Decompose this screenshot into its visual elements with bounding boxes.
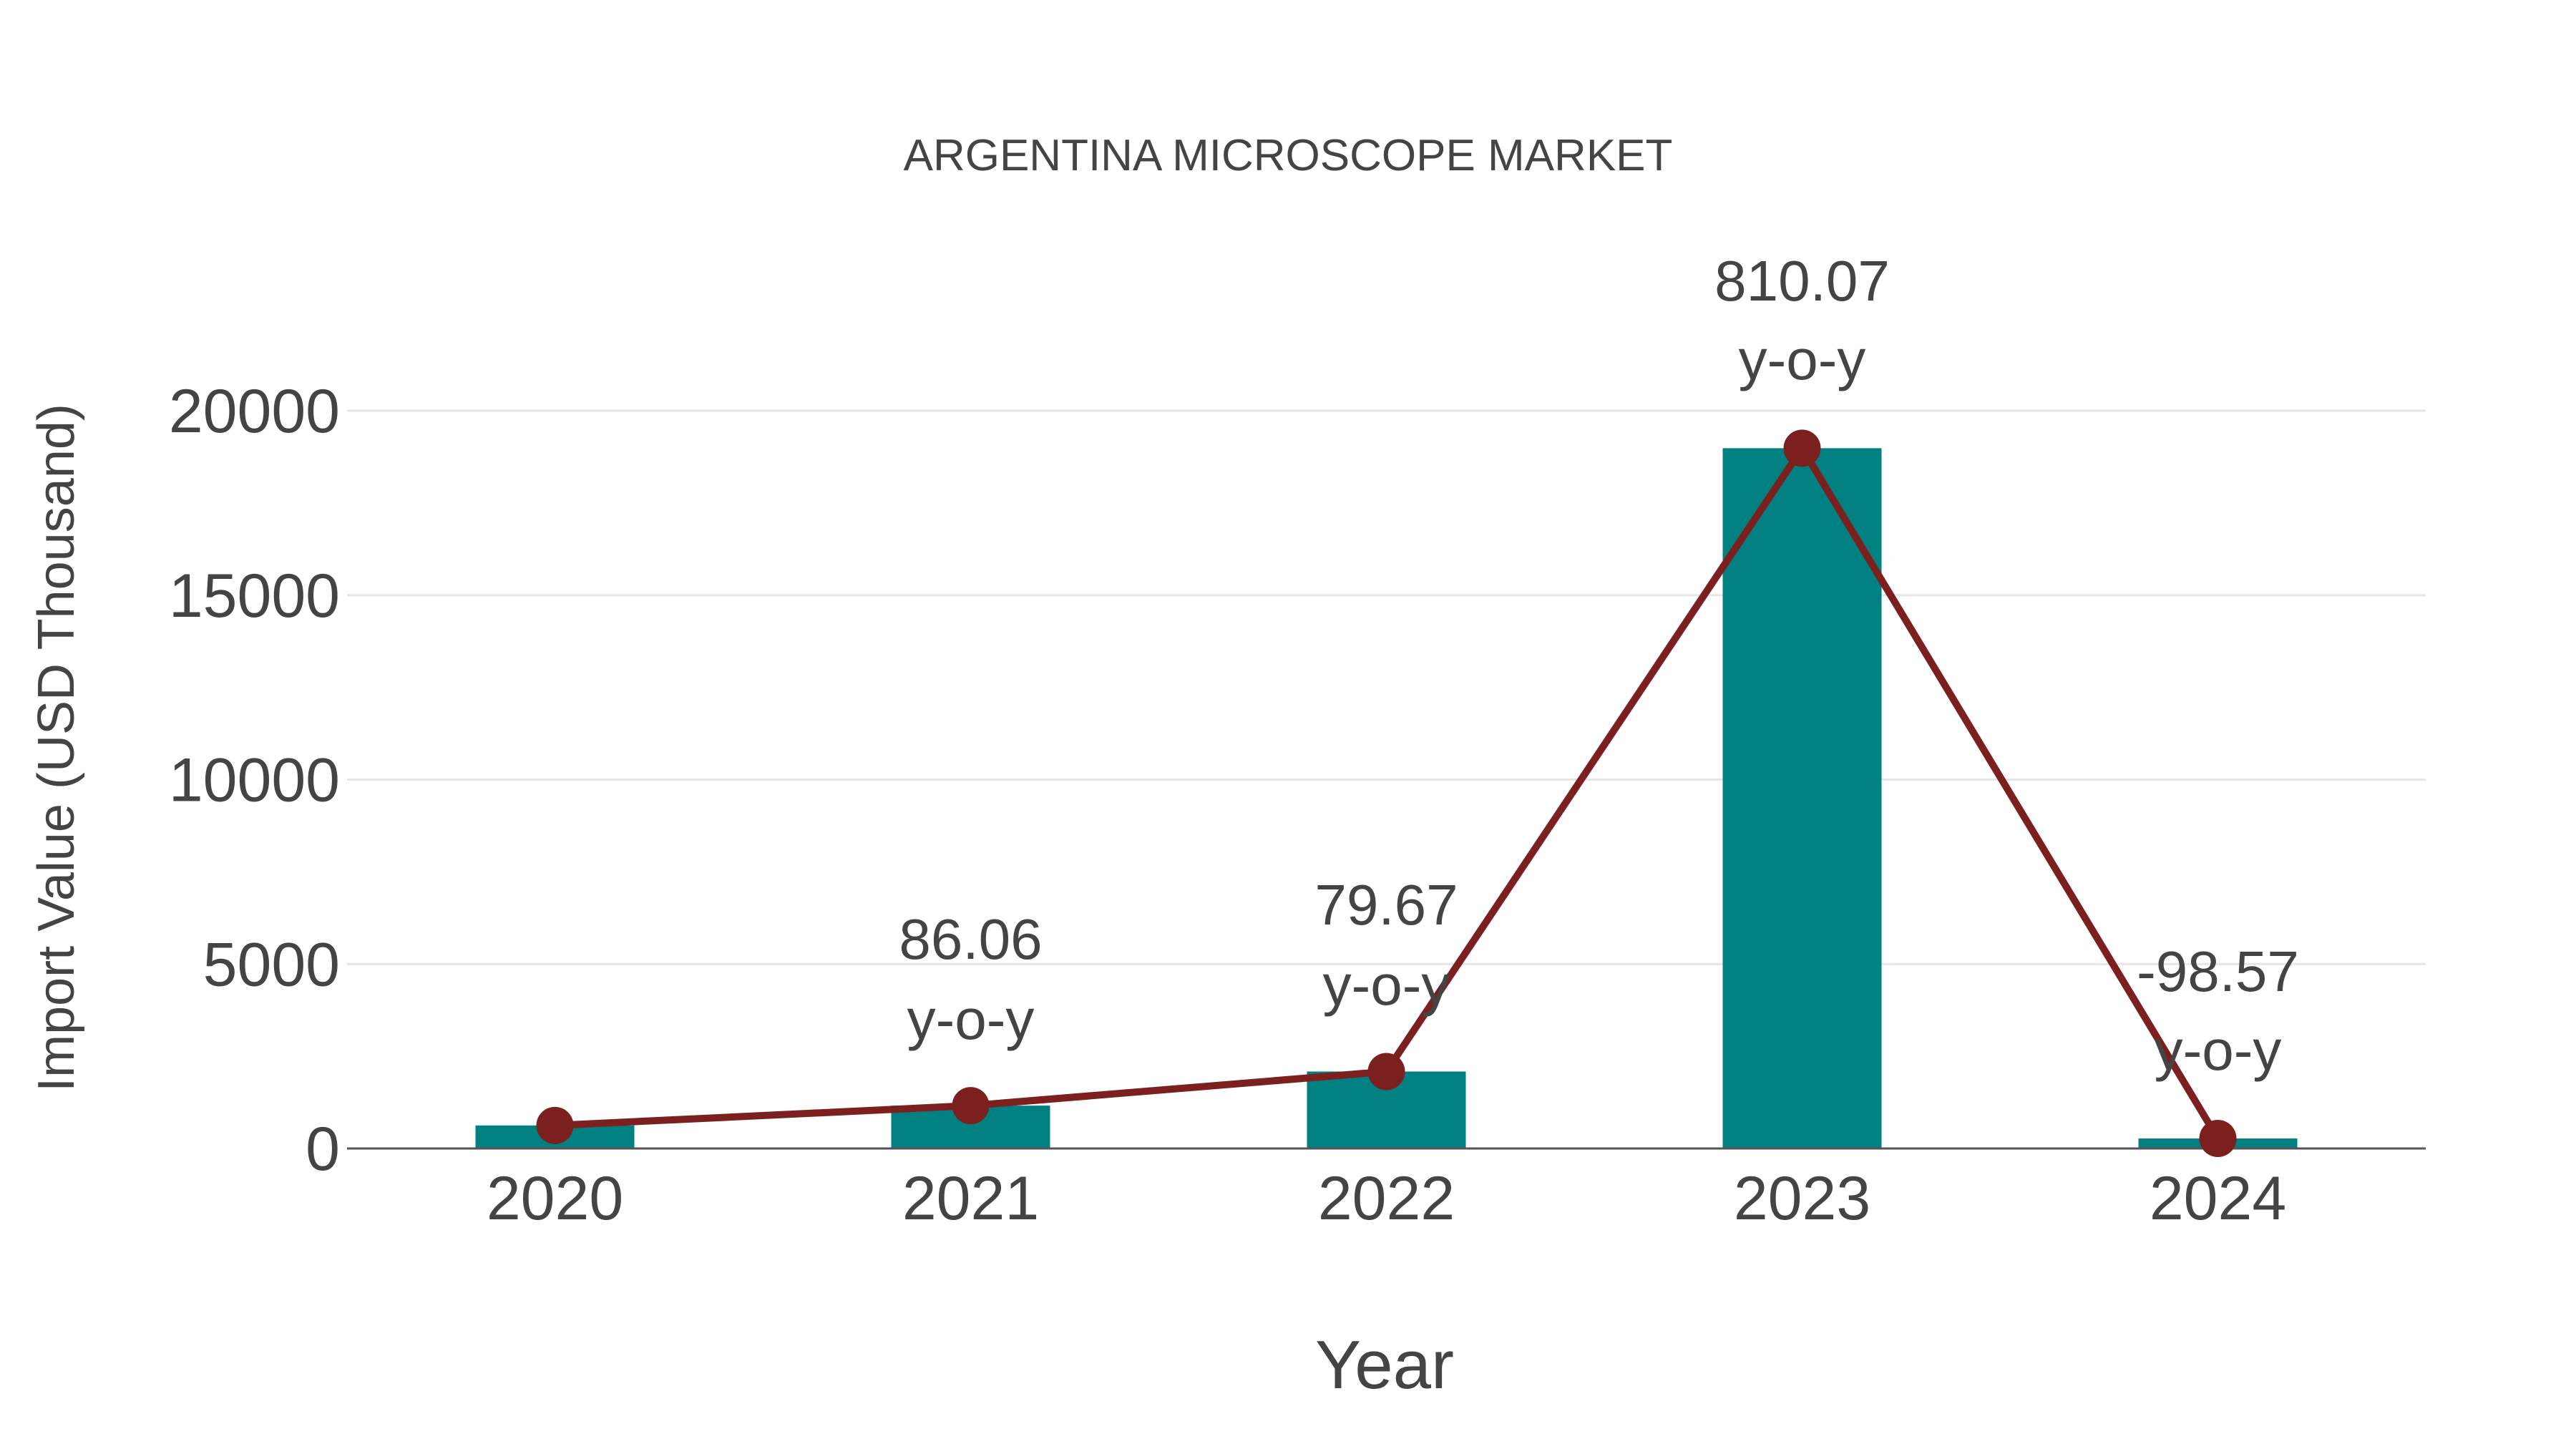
yoy-annotations: 86.06 y-o-y 79.67 y-o-y 810.07 y-o-y -98.57 y-o… <box>899 249 2299 1082</box>
bars <box>475 448 2298 1148</box>
trend-line <box>536 429 2237 1158</box>
y-tick-label: 15000 <box>169 562 340 630</box>
x-tick-label: 2024 <box>2150 1164 2286 1233</box>
trend-marker <box>1783 429 1821 467</box>
y-axis-title: Import Value (USD Thousand) <box>28 404 85 1092</box>
x-tick-label: 2020 <box>487 1164 623 1233</box>
trend-marker <box>2199 1120 2237 1158</box>
yoy-label: y-o-y <box>2155 1018 2282 1082</box>
y-tick-label: 10000 <box>169 746 340 815</box>
x-tick-label: 2021 <box>902 1164 1039 1233</box>
yoy-label: y-o-y <box>907 987 1035 1051</box>
x-axis-title: Year <box>1315 1327 1454 1403</box>
gridlines <box>347 409 2426 965</box>
trend-marker <box>952 1087 990 1125</box>
x-axis-ticks: 2020 2021 2022 2023 2024 <box>487 1164 2286 1233</box>
x-tick-label: 2023 <box>1734 1164 1870 1233</box>
y-tick-label: 20000 <box>169 377 340 446</box>
x-tick-label: 2022 <box>1318 1164 1455 1233</box>
trend-polyline <box>555 441 2221 1141</box>
yoy-value: 79.67 <box>1314 873 1458 937</box>
chart-title: ARGENTINA MICROSCOPE MARKET <box>904 131 1673 180</box>
yoy-value: 86.06 <box>899 907 1042 971</box>
y-axis-ticks: 0 5000 10000 15000 20000 <box>169 377 340 1184</box>
trend-marker <box>1367 1053 1405 1091</box>
yoy-label: y-o-y <box>1323 953 1450 1017</box>
yoy-label: y-o-y <box>1739 328 1866 391</box>
y-tick-label: 0 <box>306 1115 340 1184</box>
bar-2023 <box>1722 448 1882 1148</box>
yoy-value: -98.57 <box>2137 940 2299 1003</box>
yoy-value: 810.07 <box>1714 249 1890 313</box>
trend-marker <box>536 1106 574 1144</box>
y-tick-label: 5000 <box>203 930 340 999</box>
